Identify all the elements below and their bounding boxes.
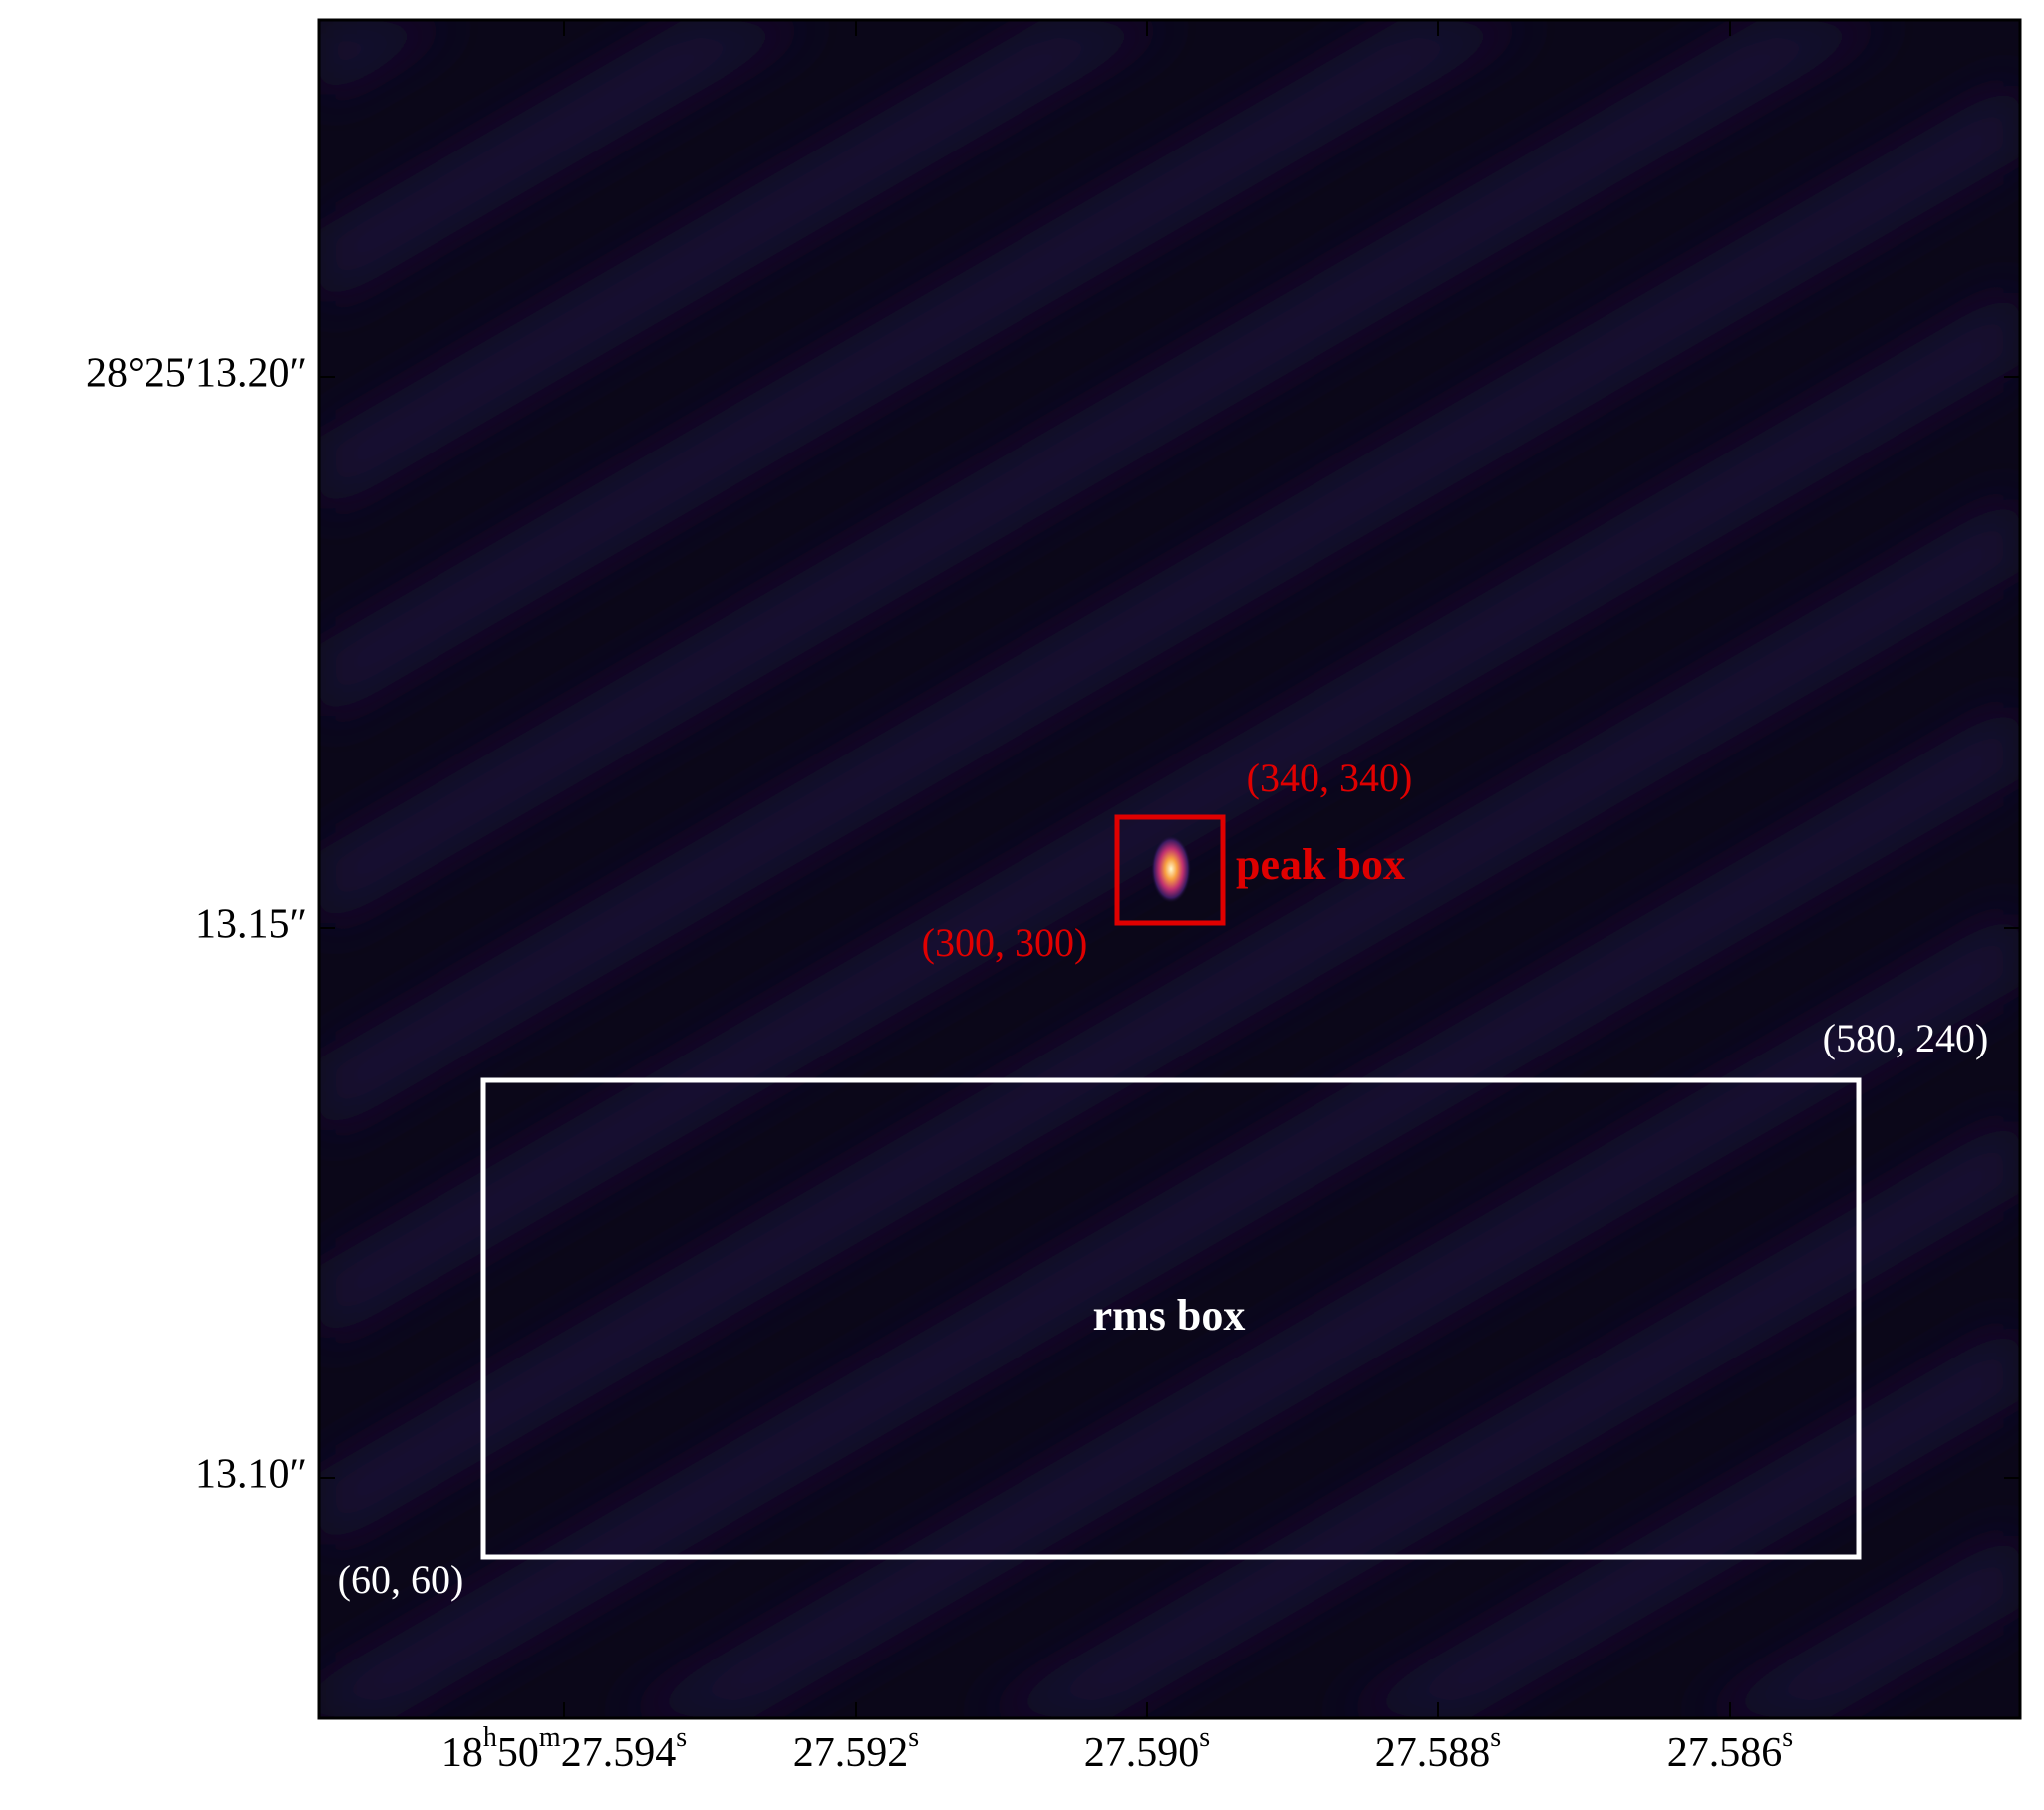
tick-label-sup: s bbox=[908, 1722, 919, 1753]
tick-label-sup: s bbox=[1199, 1722, 1210, 1753]
annotation: (300, 300) bbox=[922, 920, 1088, 965]
y-tick-label: 13.10″ bbox=[195, 1452, 307, 1498]
y-tick-label: 28°25′13.20″ bbox=[86, 351, 307, 397]
tick-label-part: 50 bbox=[497, 1730, 539, 1776]
peak-box bbox=[1114, 814, 1226, 926]
x-tick-label: 27.590s bbox=[1084, 1722, 1210, 1776]
tick-label-sup: m bbox=[539, 1722, 561, 1753]
annotation: (580, 240) bbox=[1823, 1016, 1989, 1060]
tick-label-part: 27.586 bbox=[1667, 1730, 1783, 1776]
tick-label-sup: s bbox=[1782, 1722, 1793, 1753]
tick-label-part: 27.588 bbox=[1375, 1730, 1491, 1776]
tick-label-part: 18 bbox=[441, 1730, 483, 1776]
image bbox=[319, 20, 2020, 1718]
x-tick-label: 27.586s bbox=[1667, 1722, 1793, 1776]
tick-label-sup: s bbox=[676, 1722, 687, 1753]
annotation: rms box bbox=[1093, 1291, 1246, 1340]
rms-box bbox=[480, 1077, 1862, 1560]
x-tick-label: 27.592s bbox=[793, 1722, 919, 1776]
x-tick-label: 18h50m27.594s bbox=[441, 1722, 687, 1776]
annotation: peak box bbox=[1236, 840, 1405, 889]
tick-label-part: 27.592 bbox=[793, 1730, 909, 1776]
y-tick-label: 13.15″ bbox=[195, 902, 307, 948]
peak-source bbox=[1151, 835, 1191, 903]
annotation: (340, 340) bbox=[1247, 755, 1413, 800]
plot-frame bbox=[317, 18, 2022, 1720]
x-tick-label: 27.588s bbox=[1375, 1722, 1501, 1776]
tick-label-part: 27.594 bbox=[561, 1730, 677, 1776]
tick-label-part: 27.590 bbox=[1084, 1730, 1200, 1776]
tick-label-sup: h bbox=[483, 1722, 497, 1753]
annotation: (60, 60) bbox=[338, 1557, 464, 1602]
tick-label-sup: s bbox=[1490, 1722, 1501, 1753]
